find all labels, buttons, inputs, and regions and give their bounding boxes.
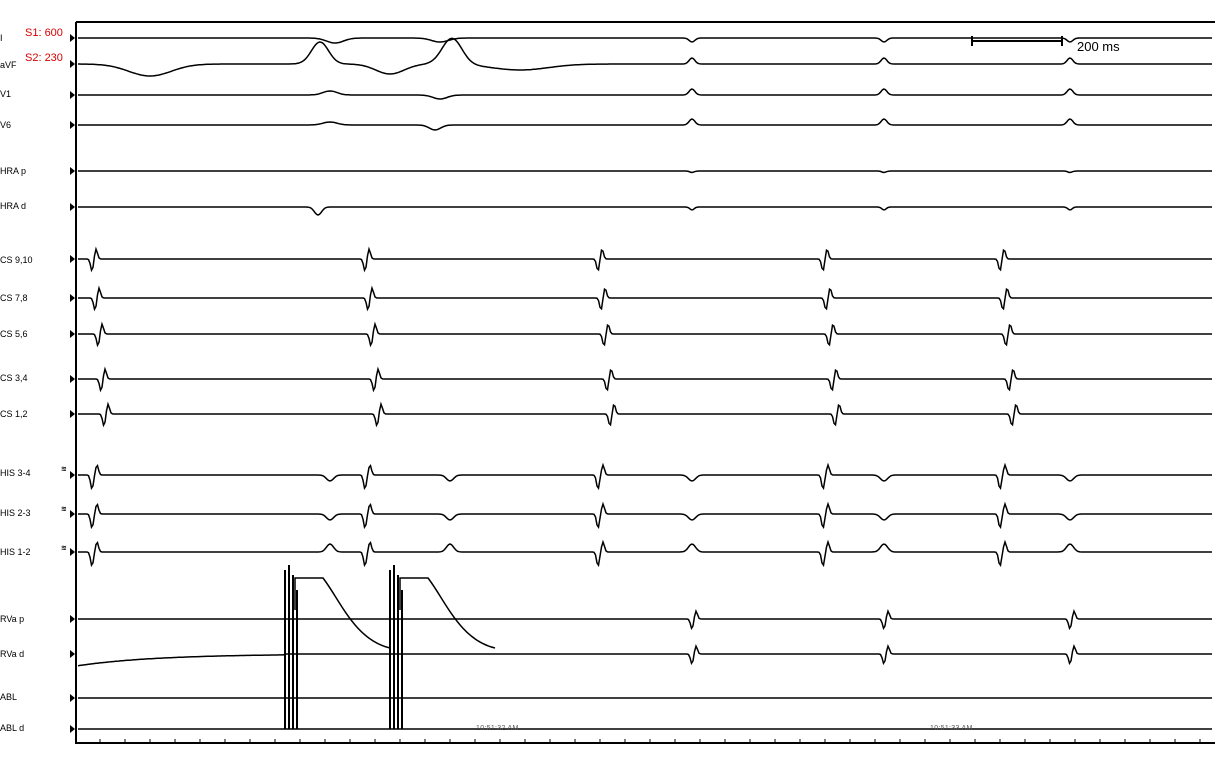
channel-marker (70, 615, 75, 623)
channel-marker (70, 91, 75, 99)
channel-label-v1: V1 (0, 89, 12, 99)
timestamp-1: 10:51:32 AM (476, 725, 519, 732)
channel-label-his-2-3: HIS 2-3 (0, 508, 31, 518)
pacing-recovery (399, 577, 496, 649)
stim-s2-label: S2: 230 (25, 52, 63, 64)
trace-hra-d (78, 206, 1212, 216)
channel-marker (70, 725, 75, 733)
gain-marker-his-3-4: ≋ (61, 466, 67, 473)
trace-v6 (78, 118, 1212, 131)
channel-label-cs-9-10: CS 9,10 (0, 255, 33, 265)
channel-label-rva-p: RVa p (0, 614, 25, 624)
gain-marker-his-1-2: ≋ (61, 545, 67, 552)
channel-marker (70, 650, 75, 658)
channel-marker (70, 121, 75, 129)
trace-his-2-3 (78, 501, 1212, 530)
channel-label-his-3-4: HIS 3-4 (0, 468, 31, 478)
channel-label-abl: ABL (0, 692, 18, 702)
timestamp-2: 10:51:33 AM (930, 725, 973, 732)
trace-cs-1-2 (78, 401, 1212, 428)
trace-cs-9-10 (78, 246, 1212, 273)
channel-label-hra-d: HRA d (0, 201, 27, 211)
channel-marker (70, 410, 75, 418)
channel-label-cs-5-6: CS 5,6 (0, 329, 28, 339)
channel-marker (70, 167, 75, 175)
channel-label-avf: aVF (0, 60, 17, 70)
trace-cs-7-8 (78, 285, 1212, 312)
channel-marker (70, 60, 75, 68)
channel-marker (70, 34, 75, 42)
trace-rva-p (78, 609, 1212, 631)
channel-label-v6: V6 (0, 120, 12, 130)
channel-marker (70, 510, 75, 518)
channel-marker (70, 294, 75, 302)
channel-label-his-1-2: HIS 1-2 (0, 547, 31, 557)
channel-marker (70, 330, 75, 338)
channel-marker (70, 471, 75, 479)
channel-label-cs-7-8: CS 7,8 (0, 293, 28, 303)
gain-marker-his-2-3: ≋ (61, 506, 67, 513)
channel-marker (70, 375, 75, 383)
scale-bar-label: 200 ms (1077, 39, 1120, 54)
channel-marker (70, 548, 75, 556)
trace-v1 (78, 88, 1212, 100)
channel-marker (70, 694, 75, 702)
channel-label-hra-p: HRA p (0, 166, 27, 176)
pacing-artifact (284, 565, 298, 729)
trace-hra-p (78, 170, 1212, 174)
channel-marker (70, 203, 75, 211)
trace-his-3-4 (78, 462, 1212, 491)
channel-label-cs-3-4: CS 3,4 (0, 373, 28, 383)
channel-label-rva-d: RVa d (0, 649, 25, 659)
trace-cs-5-6 (78, 321, 1212, 348)
pacing-recovery (294, 577, 391, 649)
trace-i (78, 37, 1212, 44)
trace-avf (78, 37, 1212, 77)
trace-his-1-2 (78, 539, 1212, 568)
channel-label-cs-1-2: CS 1,2 (0, 409, 28, 419)
trace-cs-3-4 (78, 366, 1212, 393)
channel-marker (70, 255, 75, 263)
channel-label-abl-d: ABL d (0, 723, 25, 733)
channel-label-i: I (0, 33, 3, 43)
stim-s1-label: S1: 600 (25, 27, 63, 39)
pacing-artifact (389, 565, 403, 729)
trace-rva-d (77, 644, 1212, 667)
